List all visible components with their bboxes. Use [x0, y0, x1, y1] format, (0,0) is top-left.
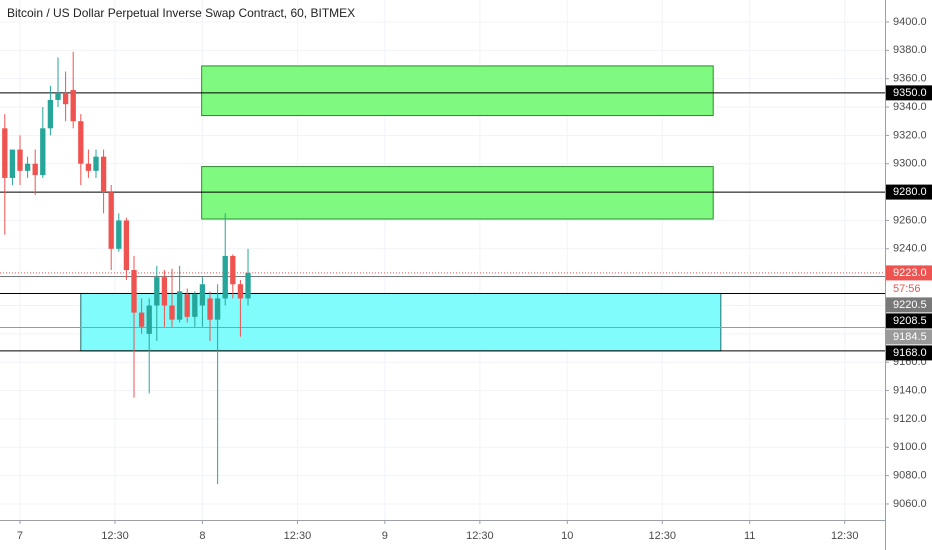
line-price-label-box	[886, 297, 932, 313]
y-tick-label: 9320.0	[893, 129, 927, 141]
candle-body	[169, 305, 175, 320]
x-tick-label: 12:30	[831, 530, 859, 542]
last-price-label: 9223.0	[893, 267, 927, 279]
zone	[201, 65, 714, 117]
line-price-label: 9350.0	[893, 87, 927, 99]
x-tick-label: 12:30	[466, 530, 494, 542]
x-tick-label: 8	[199, 530, 205, 542]
candle-body	[24, 163, 31, 171]
candle-body	[9, 149, 16, 178]
y-tick-label: 9400.0	[893, 16, 927, 28]
zone	[80, 292, 722, 352]
line-price-label: 9208.5	[893, 315, 927, 327]
candle-body	[214, 298, 221, 320]
line-price-label-box	[886, 329, 932, 345]
candle-body	[123, 220, 130, 271]
y-tick-label: 9060.0	[893, 498, 927, 510]
candle-body	[192, 294, 198, 317]
line-price-label: 9184.5	[893, 331, 927, 343]
candle-body	[32, 163, 38, 176]
candle-body	[237, 284, 244, 299]
y-tick-label: 9080.0	[893, 470, 927, 482]
zone	[201, 166, 714, 220]
y-tick-label: 9100.0	[893, 441, 927, 453]
line-price-label: 9168.0	[893, 347, 927, 359]
x-tick-label: 11	[744, 530, 755, 542]
candle-body	[108, 192, 114, 249]
x-tick-label: 7	[17, 530, 23, 542]
line-price-label: 9280.0	[893, 186, 927, 198]
y-tick-label: 9240.0	[893, 243, 927, 255]
candle-body	[93, 156, 99, 171]
candle-body	[55, 92, 61, 100]
candle-body	[85, 163, 92, 171]
candle-body	[176, 291, 183, 320]
y-tick-label: 9140.0	[893, 384, 927, 396]
x-tick-label: 12:30	[101, 530, 129, 542]
y-tick-label: 9260.0	[893, 214, 927, 226]
line-price-label-box	[886, 345, 932, 361]
candle-body	[154, 277, 160, 306]
countdown-label: 57:56	[893, 283, 921, 295]
x-tick-label: 12:30	[649, 530, 677, 542]
x-tick-label: 10	[561, 530, 573, 542]
candle-body	[2, 128, 8, 178]
candle-body	[184, 294, 190, 317]
y-tick-label: 9360.0	[893, 73, 927, 85]
last-price-label-box	[886, 265, 932, 281]
candle-body	[47, 99, 54, 129]
candle-body	[245, 272, 251, 299]
chart-title: Bitcoin / US Dollar Perpetual Inverse Sw…	[7, 6, 355, 20]
countdown-label-box	[886, 281, 932, 297]
y-tick-label: 9340.0	[893, 101, 927, 113]
line-price-label: 9220.5	[893, 299, 927, 311]
line-price-label-box	[886, 313, 932, 329]
candle-body	[222, 255, 228, 299]
candle-body	[207, 298, 213, 320]
line-price-label-box	[886, 85, 932, 101]
x-tick-label: 9	[382, 530, 388, 542]
candle-body	[78, 121, 84, 164]
candle-body	[230, 255, 236, 285]
candle-body	[161, 277, 168, 306]
candle-body	[40, 128, 46, 176]
candle-body	[138, 312, 145, 327]
y-tick-label: 9380.0	[893, 44, 927, 56]
candle-body	[146, 305, 152, 334]
candle-body	[100, 156, 107, 193]
y-tick-label: 9120.0	[893, 413, 927, 425]
line-price-label-box	[886, 184, 932, 200]
y-tick-label: 9300.0	[893, 158, 927, 170]
x-tick-label: 12:30	[284, 530, 312, 542]
candle-body	[116, 220, 122, 249]
candle-body	[199, 284, 206, 306]
candle-body	[62, 92, 69, 105]
candle-body	[17, 149, 23, 171]
candle-body	[70, 90, 76, 122]
candle-body	[131, 270, 137, 313]
